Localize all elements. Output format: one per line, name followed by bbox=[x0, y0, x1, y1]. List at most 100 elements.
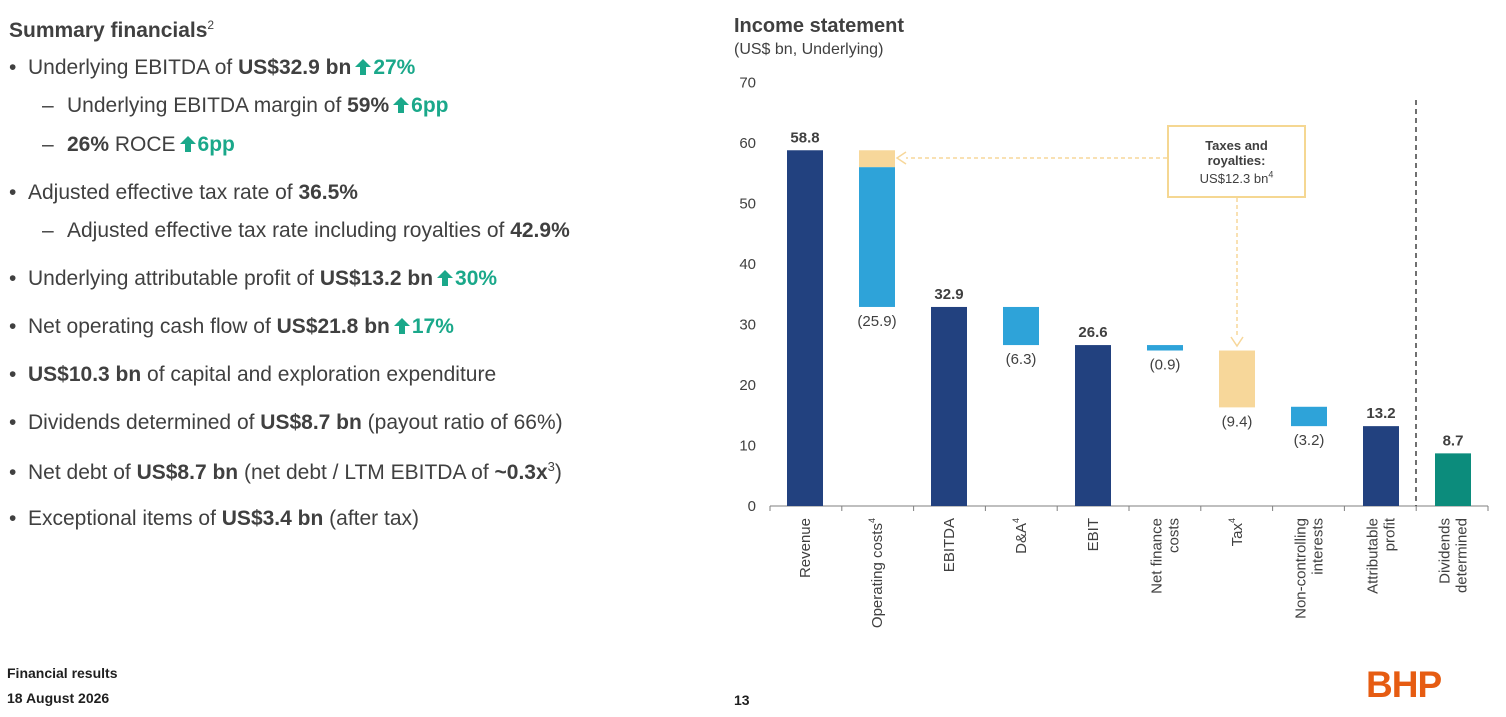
bullet-text: (payout ratio of 66%) bbox=[361, 411, 563, 434]
y-tick-label: 10 bbox=[739, 438, 756, 455]
summary-bullet: • Exceptional items of US$3.4 bn (after t… bbox=[9, 507, 419, 531]
waterfall-bar bbox=[931, 306, 967, 506]
waterfall-bar bbox=[1219, 350, 1255, 408]
arrow-up-icon bbox=[393, 97, 410, 113]
bullet-text: Underlying EBITDA of bbox=[28, 56, 239, 79]
bullet-value: US$10.3 bn bbox=[28, 363, 142, 386]
callout-value: US$12.3 bn4 bbox=[1199, 170, 1274, 187]
category-label-text: profit bbox=[1382, 517, 1399, 551]
bullet-marker: • bbox=[9, 315, 17, 338]
summary-bullet: – Adjusted effective tax rate including r… bbox=[42, 219, 570, 243]
dash-marker: – bbox=[42, 94, 54, 117]
footer-date: 18 August 2026 bbox=[7, 690, 110, 706]
bullet-marker: • bbox=[9, 363, 17, 386]
bullet-text: Exceptional items of bbox=[28, 507, 222, 530]
bullet-marker: • bbox=[9, 56, 17, 79]
category-label: Attributable profit bbox=[1365, 517, 1399, 594]
chart-title: Income statement bbox=[734, 15, 905, 37]
callout-arrowhead bbox=[895, 151, 907, 165]
data-label: (3.2) bbox=[1294, 432, 1325, 449]
callout-title-line2: royalties: bbox=[1207, 153, 1266, 168]
section-title: Summary financials2 bbox=[9, 18, 215, 42]
royalties-segment bbox=[859, 150, 895, 168]
footer-title: Financial results bbox=[7, 665, 118, 681]
data-label: 26.6 bbox=[1078, 324, 1107, 341]
bhp-logo: BHP bbox=[1366, 664, 1442, 705]
arrow-up-icon bbox=[437, 270, 454, 286]
category-label-text: Dividends bbox=[1437, 518, 1454, 584]
chart-subtitle: (US$ bn, Underlying) bbox=[734, 41, 884, 58]
category-label-text: D&A4 bbox=[1011, 518, 1030, 554]
waterfall-bar bbox=[1291, 406, 1327, 427]
data-label: 58.8 bbox=[790, 129, 819, 146]
dash-marker: – bbox=[42, 133, 54, 156]
bullet-text: ) bbox=[554, 461, 562, 484]
change-value: 30% bbox=[455, 267, 498, 290]
change-value: 27% bbox=[373, 56, 416, 79]
dash-marker: – bbox=[42, 219, 54, 242]
y-tick-label: 20 bbox=[739, 377, 756, 394]
waterfall-bar bbox=[1363, 426, 1399, 506]
y-tick-label: 70 bbox=[739, 75, 756, 92]
change-value: 6pp bbox=[197, 133, 235, 156]
bullet-value: ~0.3x bbox=[494, 461, 548, 484]
bullet-text: (net debt / LTM EBITDA of bbox=[238, 461, 495, 484]
category-label: Revenue bbox=[797, 518, 814, 578]
bullet-value: US$13.2 bn bbox=[319, 267, 434, 290]
waterfall-bar bbox=[1075, 345, 1111, 506]
category-label-text: Tax4 bbox=[1227, 518, 1246, 546]
category-label: EBITDA bbox=[941, 518, 958, 572]
bullet-value: US$21.8 bn bbox=[276, 315, 390, 338]
category-label: Net finance costs bbox=[1149, 518, 1183, 594]
change-value: 6pp bbox=[411, 94, 449, 117]
category-label: Dividends determined bbox=[1437, 518, 1471, 593]
footnote-ref: 3 bbox=[547, 459, 555, 474]
y-tick-label: 60 bbox=[739, 135, 756, 152]
bullet-value: 36.5% bbox=[298, 181, 358, 204]
summary-bullet: • Net operating cash flow of US$21.8 bn 17… bbox=[9, 315, 454, 339]
bullet-text: Adjusted effective tax rate including ro… bbox=[67, 219, 511, 242]
callout-arrowhead bbox=[1230, 336, 1244, 348]
category-label: Non-controlling interests bbox=[1293, 518, 1327, 619]
category-label: Operating costs4 bbox=[867, 518, 886, 628]
waterfall-bar bbox=[787, 150, 823, 506]
bullet-text: Adjusted effective tax rate of bbox=[28, 181, 299, 204]
data-label: 32.9 bbox=[934, 286, 963, 303]
category-label: Tax4 bbox=[1227, 518, 1246, 546]
y-tick-label: 40 bbox=[739, 256, 756, 273]
summary-bullet: • Net debt of US$8.7 bn (net debt / LTM E… bbox=[9, 459, 562, 485]
waterfall-bar bbox=[1003, 306, 1039, 346]
bullet-marker: • bbox=[9, 461, 17, 484]
data-label: (0.9) bbox=[1150, 357, 1181, 374]
callout-title-line1: Taxes and bbox=[1205, 138, 1268, 153]
data-label: (25.9) bbox=[857, 313, 896, 330]
summary-bullet: • US$10.3 bn of capital and exploration e… bbox=[9, 363, 496, 387]
bullet-value: US$8.7 bn bbox=[260, 411, 362, 434]
footnote-ref: 4 bbox=[867, 518, 877, 523]
arrow-up-icon bbox=[393, 318, 410, 334]
data-label: 8.7 bbox=[1443, 432, 1464, 449]
category-label: EBIT bbox=[1085, 518, 1102, 551]
category-label-text: Net finance bbox=[1149, 518, 1166, 594]
y-tick-label: 30 bbox=[739, 317, 756, 334]
summary-bullet: • Dividends determined of US$8.7 bn (payo… bbox=[9, 411, 563, 435]
summary-bullet: –26% ROCE 6pp bbox=[42, 133, 235, 157]
category-label-text: Operating costs4 bbox=[867, 518, 886, 628]
footnote-ref: 4 bbox=[1011, 518, 1021, 523]
bullet-text: Dividends determined of bbox=[28, 411, 261, 434]
page-number: 13 bbox=[734, 692, 750, 708]
waterfall-bar bbox=[1147, 345, 1183, 351]
category-label-text: EBITDA bbox=[941, 518, 958, 572]
summary-bullet: • Underlying attributable profit of US$13… bbox=[9, 267, 497, 291]
category-label-text: EBIT bbox=[1085, 518, 1102, 551]
bullet-text: Underlying EBITDA margin of bbox=[67, 94, 348, 117]
bullet-marker: • bbox=[9, 181, 17, 204]
bullet-value: US$32.9 bn bbox=[238, 56, 352, 79]
waterfall-bar bbox=[859, 167, 895, 307]
bullet-text: Net operating cash flow of bbox=[28, 315, 277, 338]
category-label-text: interests bbox=[1310, 518, 1327, 575]
bullet-marker: • bbox=[9, 267, 17, 290]
taxes-royalties-callout: Taxes and royalties: US$12.3 bn4 bbox=[1167, 125, 1306, 198]
change-value: 17% bbox=[411, 315, 454, 338]
